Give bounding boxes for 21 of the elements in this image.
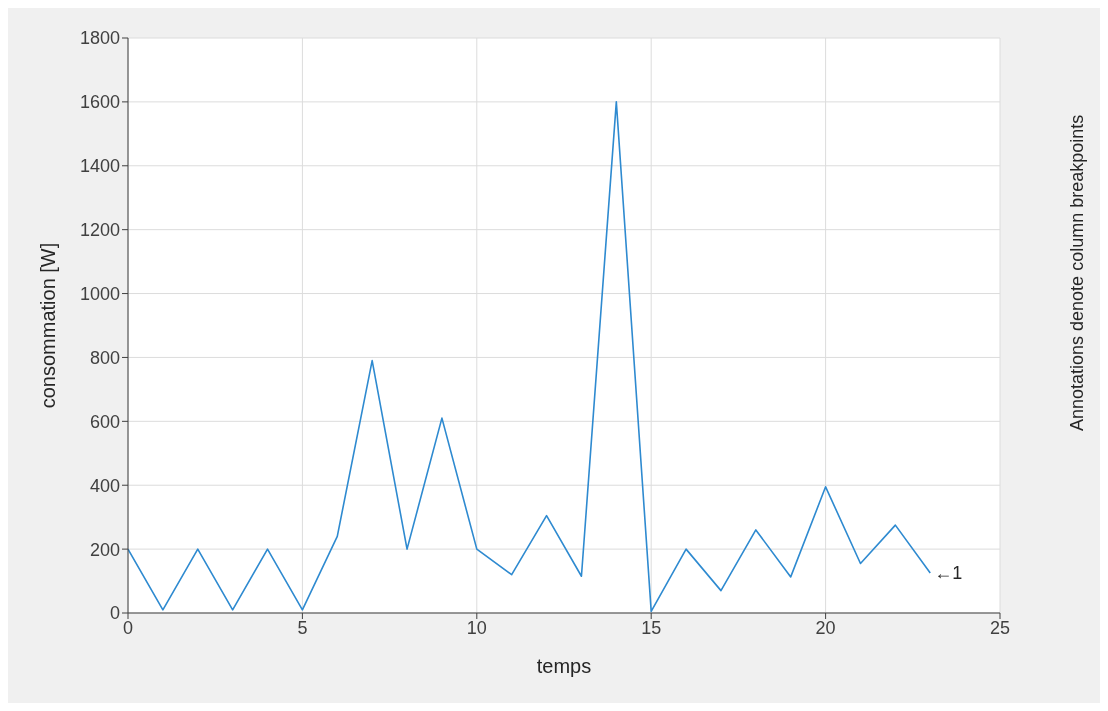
x-tick-label: 15: [641, 617, 662, 638]
annotation: ←1: [934, 563, 963, 584]
x-tick-label: 25: [989, 617, 1011, 638]
y-tick-label: 1400: [79, 156, 120, 177]
x-tick-label: 5: [297, 617, 308, 638]
y-tick-label: 200: [89, 539, 120, 560]
x-tick-label: 0: [122, 617, 134, 638]
text: Annotations denote column breakpoints: [1067, 113, 1088, 434]
x-axis-title: temps: [536, 655, 592, 677]
y-tick-label: 800: [89, 347, 120, 368]
x-tick-label: 20: [815, 617, 836, 638]
y-axis-title: consommation [W]: [37, 242, 60, 409]
x-tick-label: 10: [466, 617, 487, 638]
y-tick-label: 0: [109, 603, 120, 624]
y-tick-label: 400: [89, 475, 120, 496]
y-tick-label: 1800: [79, 28, 120, 49]
y-tick-label: 600: [89, 411, 120, 432]
y-tick-label: 1600: [79, 92, 120, 113]
line-series: [128, 101, 932, 613]
y-tick-label: 1000: [79, 283, 120, 304]
y-tick-label: 1200: [79, 220, 120, 241]
